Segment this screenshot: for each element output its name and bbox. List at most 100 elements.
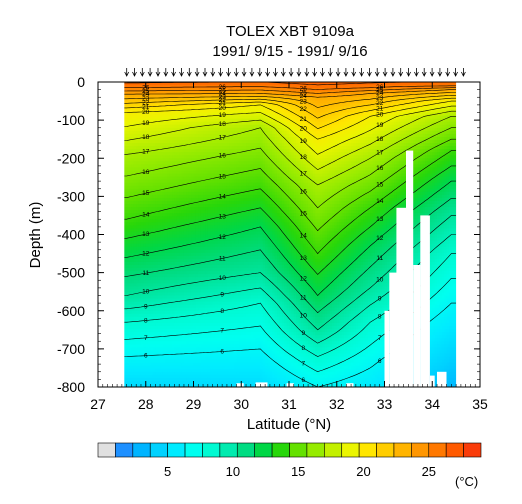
temperature-cell (205, 200, 209, 205)
temperature-cell (169, 179, 173, 184)
temperature-cell (131, 277, 135, 281)
temperature-cell (155, 219, 159, 223)
temperature-cell (167, 103, 171, 107)
temperature-cell (148, 344, 152, 348)
temperature-cell (207, 207, 211, 211)
temperature-cell (150, 341, 154, 345)
temperature-cell (126, 139, 130, 144)
temperature-cell (210, 194, 214, 199)
temperature-cell (193, 103, 197, 107)
temperature-cell (136, 283, 140, 287)
temperature-cell (164, 139, 168, 144)
temperature-cell (195, 319, 199, 324)
temperature-cell (148, 380, 152, 385)
temperature-cell (176, 338, 180, 342)
temperature-cell (207, 176, 211, 181)
temperature-cell (145, 210, 149, 214)
temperature-cell (210, 219, 214, 223)
temperature-cell (179, 344, 183, 348)
temperature-cell (174, 133, 178, 138)
temperature-cell (129, 143, 133, 147)
temperature-cell (205, 274, 209, 278)
temperature-cell (148, 265, 152, 269)
temperature-cell (174, 243, 178, 248)
temperature-cell (172, 167, 175, 172)
temperature-cell (200, 377, 204, 382)
temperature-cell (183, 292, 187, 297)
temperature-cell (129, 322, 133, 327)
temperature-cell (198, 246, 202, 251)
temperature-cell (191, 380, 195, 385)
temperature-cell (183, 344, 187, 348)
temperature-cell (150, 158, 154, 162)
temperature-cell (150, 252, 154, 257)
temperature-cell (176, 210, 180, 214)
temperature-cell (169, 286, 173, 290)
temperature-cell (164, 94, 168, 98)
temperature-cell (126, 194, 130, 199)
temperature-cell (126, 289, 130, 294)
temperature-cell (136, 252, 140, 257)
temperature-cell (188, 197, 192, 202)
temperature-cell (205, 219, 209, 223)
temperature-cell (207, 374, 211, 379)
temperature-cell (186, 225, 190, 229)
temperature-cell (126, 85, 130, 89)
temperature-cell (133, 301, 137, 306)
temperature-cell (195, 326, 199, 330)
temperature-cell (203, 350, 207, 355)
temperature-cell (152, 359, 156, 364)
temperature-cell (191, 161, 195, 165)
temperature-cell (200, 109, 204, 114)
temperature-cell (124, 82, 128, 86)
temperature-cell (179, 127, 183, 132)
temperature-cell (207, 265, 211, 269)
temperature-cell (148, 182, 152, 187)
temperature-cell (155, 164, 159, 168)
temperature-cell (183, 130, 187, 135)
temperature-cell (181, 115, 185, 120)
temperature-cell (203, 316, 207, 321)
temperature-cell (164, 246, 168, 251)
temperature-cell (172, 158, 175, 162)
temperature-cell (160, 326, 164, 330)
temperature-cell (191, 249, 195, 254)
temperature-cell (133, 185, 137, 190)
temperature-cell (188, 265, 192, 269)
temperature-cell (169, 271, 173, 275)
temperature-cell (124, 356, 128, 361)
temperature-cell (157, 97, 161, 101)
temperature-cell (124, 292, 128, 297)
temperature-cell (169, 292, 173, 297)
temperature-cell (145, 188, 149, 193)
temperature-cell (191, 194, 195, 199)
temperature-cell (131, 133, 135, 138)
temperature-cell (126, 243, 130, 248)
temperature-cell (148, 188, 152, 193)
temperature-cell (188, 353, 192, 358)
temperature-cell (191, 219, 195, 223)
temperature-cell (191, 188, 195, 193)
temperature-cell (143, 152, 147, 156)
temperature-cell (167, 149, 171, 153)
temperature-cell (143, 167, 147, 172)
temperature-cell (183, 231, 187, 236)
temperature-cell (193, 347, 197, 351)
temperature-cell (129, 82, 133, 86)
temperature-cell (207, 283, 211, 287)
temperature-cell (129, 371, 133, 376)
temperature-cell (133, 210, 137, 214)
temperature-cell (176, 271, 180, 275)
temperature-cell (176, 365, 180, 370)
temperature-cell (193, 353, 197, 358)
temperature-cell (162, 100, 166, 104)
temperature-cell (207, 124, 211, 129)
temperature-cell (186, 200, 190, 205)
temperature-cell (176, 292, 180, 297)
temperature-cell (133, 268, 137, 272)
temperature-cell (143, 380, 147, 385)
temperature-cell (203, 185, 207, 190)
temperature-cell (143, 295, 147, 300)
temperature-cell (152, 307, 156, 312)
temperature-cell (200, 313, 204, 318)
